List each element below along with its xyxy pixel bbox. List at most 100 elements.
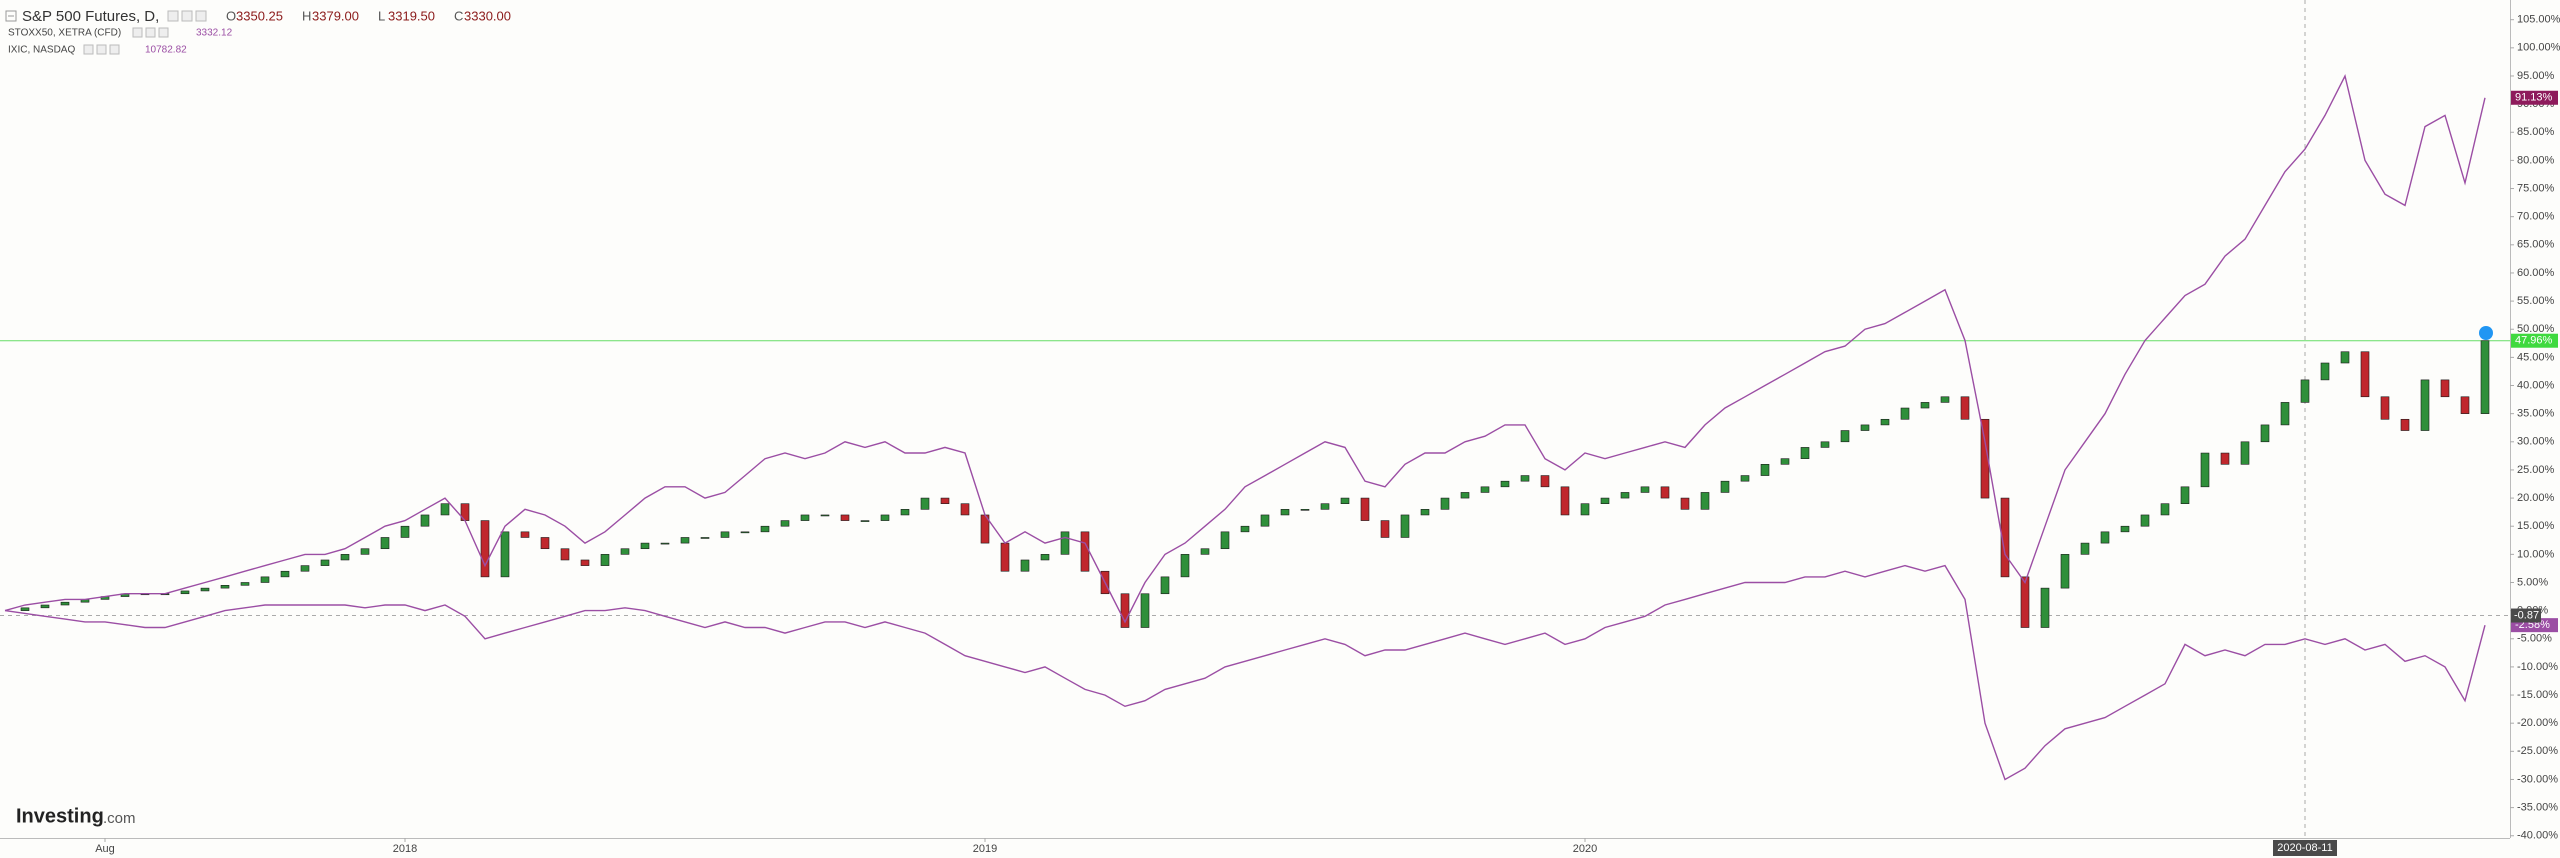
candle xyxy=(1320,503,1330,510)
y-tick-label: 20.00% xyxy=(2517,492,2555,504)
candle xyxy=(800,514,810,521)
candle xyxy=(1920,402,1930,409)
watermark: Investing xyxy=(16,805,104,827)
series-title: S&P 500 Futures, D, xyxy=(22,8,159,25)
candle xyxy=(1080,531,1090,572)
candle xyxy=(580,559,590,566)
candle xyxy=(1480,486,1490,493)
candle xyxy=(380,537,390,550)
close-icon[interactable] xyxy=(195,10,207,22)
ohlc-label: L xyxy=(378,8,385,23)
candle xyxy=(2240,441,2250,465)
candle xyxy=(420,514,430,527)
series-line xyxy=(4,73,2486,624)
ohlc-value: 3379.00 xyxy=(312,8,359,23)
y-tick-label: -25.00% xyxy=(2517,745,2558,757)
x-tick-label: Aug xyxy=(95,843,115,855)
candle xyxy=(300,565,310,572)
y-tick-label: -15.00% xyxy=(2517,689,2558,701)
series-line xyxy=(4,564,2486,781)
hide-icon[interactable] xyxy=(181,10,193,22)
candle xyxy=(1440,497,1450,510)
candle xyxy=(1200,548,1210,555)
settings-icon[interactable] xyxy=(132,27,143,38)
candle xyxy=(1800,447,1810,459)
y-tick-label: -35.00% xyxy=(2517,802,2558,814)
candle xyxy=(1420,509,1430,516)
y-tick-label: -5.00% xyxy=(2517,633,2552,645)
candle xyxy=(2460,396,2470,414)
candle xyxy=(1060,531,1070,555)
crosshair-y-label: -0.87 xyxy=(2514,609,2539,621)
candle xyxy=(280,570,290,578)
y-tick-label: 10.00% xyxy=(2517,548,2555,560)
candle xyxy=(960,503,970,516)
collapse-icon[interactable] xyxy=(5,10,17,22)
candle xyxy=(2120,525,2130,533)
candle xyxy=(760,525,770,533)
candle xyxy=(2420,379,2430,431)
candle xyxy=(1760,464,1770,476)
hide-icon[interactable] xyxy=(96,44,107,55)
candle xyxy=(2180,486,2190,505)
candle xyxy=(1700,492,1710,510)
candle xyxy=(1680,497,1690,510)
candle xyxy=(200,587,210,592)
candle xyxy=(1660,486,1670,499)
candle xyxy=(1520,475,1530,482)
candle xyxy=(1300,509,1310,511)
y-tick-label: 95.00% xyxy=(2517,70,2555,82)
candle xyxy=(260,576,270,583)
candle xyxy=(1260,514,1270,527)
candle xyxy=(2260,424,2270,443)
candle xyxy=(1500,480,1510,488)
candle xyxy=(1360,497,1370,521)
candle xyxy=(2440,379,2450,398)
y-tick-label: 65.00% xyxy=(2517,239,2555,251)
candle xyxy=(660,542,670,545)
candle xyxy=(520,531,530,538)
candle xyxy=(1900,407,1910,420)
candle xyxy=(2280,402,2290,426)
candle xyxy=(920,497,930,510)
y-tick-label: 50.00% xyxy=(2517,323,2555,335)
y-tick-label: 55.00% xyxy=(2517,295,2555,307)
candle xyxy=(60,601,70,606)
series-last-value: 10782.82 xyxy=(145,45,187,56)
candle xyxy=(1620,492,1630,499)
candle xyxy=(680,537,690,544)
candle xyxy=(1640,486,1650,493)
candle xyxy=(1240,525,1250,533)
candle xyxy=(2300,379,2310,403)
candle xyxy=(240,582,250,586)
close-icon[interactable] xyxy=(109,44,120,55)
candle xyxy=(840,514,850,521)
candle xyxy=(1040,554,1050,561)
candle xyxy=(2100,531,2110,544)
x-tick-label: 2019 xyxy=(973,843,997,855)
settings-icon[interactable] xyxy=(167,10,179,22)
candle xyxy=(1120,593,1130,628)
x-tick-label: 2020 xyxy=(1573,843,1597,855)
candle xyxy=(1280,509,1290,516)
last-value-box xyxy=(2511,333,2558,348)
candle xyxy=(320,559,330,566)
candle xyxy=(360,548,370,555)
candle xyxy=(880,514,890,521)
y-tick-label: 5.00% xyxy=(2517,576,2548,588)
candle xyxy=(780,520,790,527)
candle xyxy=(560,548,570,561)
close-icon[interactable] xyxy=(158,27,169,38)
settings-icon[interactable] xyxy=(83,44,94,55)
y-tick-label: 35.00% xyxy=(2517,408,2555,420)
candle xyxy=(2220,452,2230,465)
hide-icon[interactable] xyxy=(145,27,156,38)
candle xyxy=(860,520,870,522)
candle xyxy=(1340,497,1350,505)
candle xyxy=(20,607,30,611)
candle xyxy=(1740,475,1750,482)
y-tick-label: 70.00% xyxy=(2517,211,2555,223)
candle xyxy=(1820,441,1830,448)
candle xyxy=(540,537,550,550)
position-marker xyxy=(2479,326,2493,340)
